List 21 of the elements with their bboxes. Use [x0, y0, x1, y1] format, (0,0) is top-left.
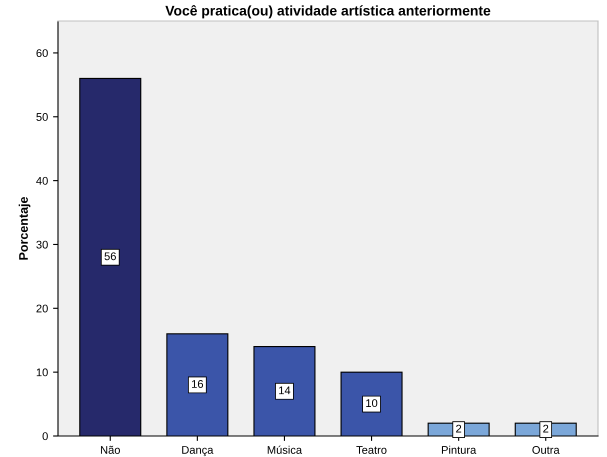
data-label: 14: [279, 386, 290, 394]
x-tick-label: Não: [100, 446, 120, 454]
y-tick-label: 20: [36, 304, 48, 312]
y-axis-title: Porcentaje: [18, 196, 30, 260]
y-tick-label: 60: [36, 49, 48, 58]
x-tick-label: Dança: [182, 446, 214, 456]
y-tick-label: 50: [36, 113, 48, 121]
data-label: 2: [543, 424, 548, 432]
y-tick-label: 10: [36, 368, 48, 376]
x-tick-label: Outra: [532, 446, 560, 454]
y-tick-label: 40: [36, 176, 48, 185]
chart-title: Você pratica(ou) atividade artística anteriormente: [165, 5, 490, 18]
x-tick-label: Teatro: [356, 446, 387, 454]
data-label: 56: [104, 252, 116, 260]
data-label: 2: [456, 424, 462, 432]
x-tick-label: Música: [268, 446, 302, 454]
y-tick-label: 30: [36, 240, 48, 249]
data-label: 16: [192, 380, 204, 388]
y-tick-label: 0: [42, 432, 48, 440]
data-label: 10: [366, 399, 378, 408]
x-tick-label: Pintura: [442, 446, 476, 454]
